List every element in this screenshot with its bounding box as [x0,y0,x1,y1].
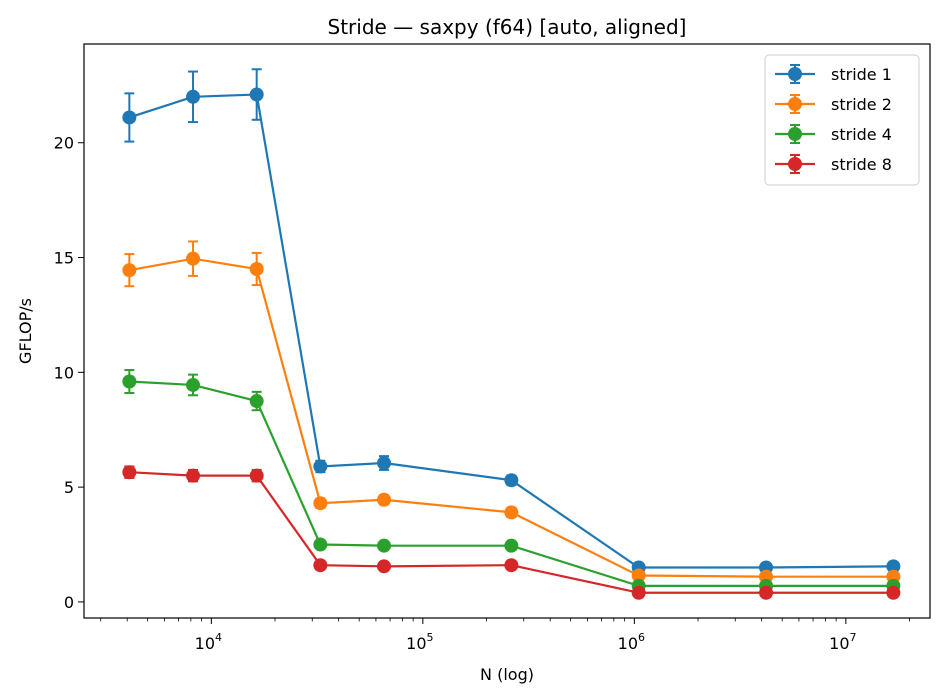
axes-frame [83,43,931,619]
data-point [186,468,201,483]
legend-label: stride 1 [831,65,892,84]
data-point [186,251,201,266]
data-point [313,496,328,511]
x-tick-exponent: 4 [215,631,222,644]
data-point [504,505,519,520]
data-point [504,558,519,573]
legend-entry: stride 1 [775,64,892,84]
data-point [313,537,328,552]
data-point [122,110,137,125]
legend-entry: stride 2 [775,94,892,114]
data-point [249,394,264,409]
y-tick-label: 15 [54,249,74,268]
legend: stride 1 stride 2 stride 4 stride 8 [764,54,920,186]
legend-label: stride 2 [831,95,892,114]
x-tick-base: 10 [829,634,849,653]
x-tick-base: 10 [406,634,426,653]
x-tick-base: 10 [618,634,638,653]
x-tick-label: 106 [618,631,645,653]
data-point [886,559,901,574]
data-point [377,456,392,471]
data-point [886,585,901,600]
legend-marker [788,127,802,141]
x-tick-exponent: 7 [850,631,857,644]
data-point [249,468,264,483]
y-tick-label: 20 [54,134,74,153]
x-tick-label: 105 [406,631,433,653]
x-tick-exponent: 5 [427,631,434,644]
legend-entry: stride 8 [775,154,892,174]
data-point [377,492,392,507]
x-tick-exponent: 6 [638,631,645,644]
series-1 [122,68,901,575]
data-point [313,558,328,573]
y-tick-label: 0 [64,593,74,612]
legend-entry: stride 4 [775,124,892,144]
x-tick-label: 107 [829,631,856,653]
legend-marker [788,97,802,111]
x-tick-label: 104 [195,631,222,653]
chart-title: Stride — saxpy (f64) [auto, aligned] [328,15,687,39]
y-tick-label: 10 [54,363,74,382]
data-point [313,459,328,474]
data-point [504,473,519,488]
data-point [122,465,137,480]
data-point [186,377,201,392]
data-point [186,89,201,104]
data-point [249,262,264,277]
x-tick-base: 10 [195,634,215,653]
data-point [122,374,137,389]
data-point [249,87,264,102]
legend-marker [788,157,802,171]
x-axis-label: N (log) [480,665,534,684]
data-point [759,585,774,600]
data-point [504,538,519,553]
legend-box [764,54,920,186]
data-point [377,538,392,553]
legend-marker [788,67,802,81]
y-axis-label: GFLOP/s [16,298,35,364]
data-point [122,263,137,278]
legend-label: stride 8 [831,155,892,174]
data-point [631,585,646,600]
legend-label: stride 4 [831,125,892,144]
series-4 [122,465,901,600]
data-point [377,559,392,574]
y-tick-label: 5 [64,478,74,497]
data-point [631,568,646,583]
